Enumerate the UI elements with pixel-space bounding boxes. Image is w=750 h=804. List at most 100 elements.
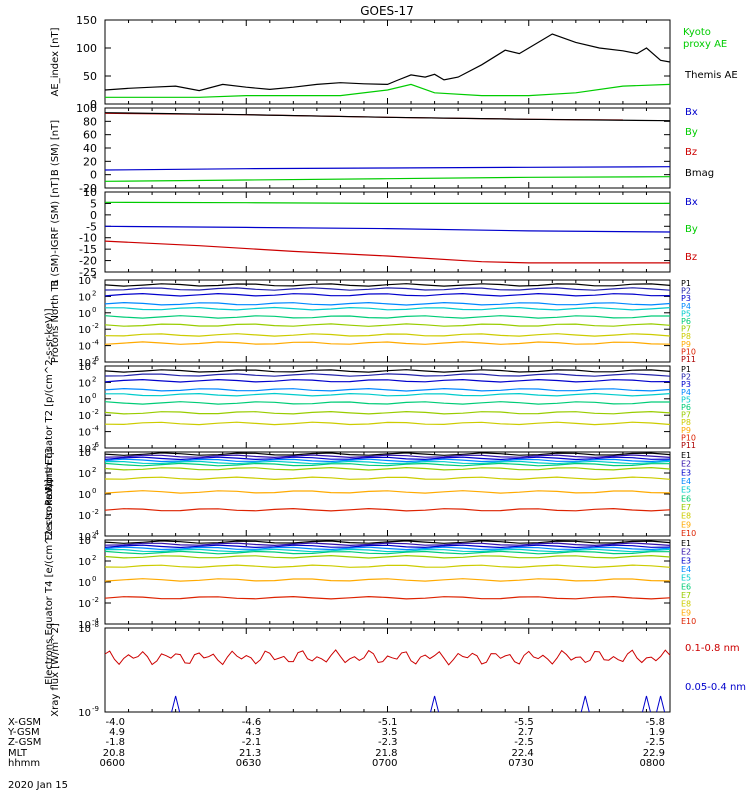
y-tick-exponent: 0 (92, 487, 96, 495)
y-tick-label: 10 (78, 395, 91, 406)
legend-entry: P6 (681, 317, 691, 326)
legend-entry: Bz (685, 252, 697, 263)
y-tick-label: 10 (78, 378, 91, 389)
ephem-value: 0730 (508, 758, 533, 769)
panel-5: Protons Equator T2 [p/(cm^2-s-sr-keV)] 10… (44, 308, 696, 505)
legend-entry: P4 (681, 388, 691, 397)
series-line-bz (104, 240, 670, 264)
legend-entry: P4 (681, 302, 691, 311)
y-tick-exponent: 2 (92, 554, 96, 562)
legend-entry: By (685, 224, 698, 235)
y-tick-exponent: -2 (92, 596, 99, 604)
y-tick-label: 10 (78, 292, 91, 303)
legend-entry: E8 (681, 600, 691, 609)
y-axis-label: AE_index [nT] (50, 27, 61, 96)
panel-frame (104, 627, 671, 713)
ephem-row-label: Y-GSM (7, 727, 40, 738)
y-tick-exponent: 0 (92, 306, 96, 314)
legend-entry: P1 (681, 365, 691, 374)
y-tick-exponent: 2 (92, 289, 96, 297)
ephem-value: 22.4 (511, 748, 533, 759)
y-tick-label: 100 (76, 42, 97, 55)
legend-entry: P5 (681, 309, 691, 318)
y-tick-label: 10 (78, 532, 91, 543)
y-tick-exponent: 4 (92, 273, 97, 281)
legend-entry: P7 (681, 411, 691, 420)
channel-line-E6 (104, 550, 670, 555)
ephem-value: -1.8 (105, 737, 125, 748)
y-tick-label: 10 (78, 325, 91, 336)
channel-line-P6 (104, 315, 670, 319)
legend-entry: P6 (681, 403, 691, 412)
ephem-row-label: hhmm (8, 758, 40, 769)
y-tick-label: 0 (90, 209, 97, 222)
channel-line-P8 (104, 333, 671, 337)
legend-entry: E8 (681, 512, 691, 521)
y-tick-exponent: -4 (92, 529, 100, 537)
channel-line-E10 (104, 507, 671, 512)
legend-entry: E1 (681, 539, 691, 548)
legend-entry: E7 (681, 503, 691, 512)
y-tick-label: 100 (76, 102, 97, 115)
channel-line-P9 (104, 341, 671, 345)
legend-entry: P7 (681, 325, 691, 334)
y-tick-label: 10 (78, 362, 91, 373)
y-tick-label: 80 (83, 115, 97, 128)
ephem-value: -5.5 (514, 717, 534, 728)
y-tick-label: 50 (83, 70, 97, 83)
y-axis-label: Electrons Equator T4 [e/(cm^2-s-sr-keV)] (44, 479, 55, 685)
channel-line-P4 (104, 387, 671, 392)
ephem-value: 0600 (100, 758, 125, 769)
y-axis-label: B (SM)-IGRF (SM) [nT] (50, 177, 61, 286)
y-axis-label: B (SM) [nT] (50, 120, 61, 176)
y-tick-label: 10 (78, 708, 91, 719)
ephem-value: -2.5 (645, 737, 665, 748)
y-tick-exponent: -4 (92, 617, 100, 625)
legend-entry: E9 (681, 608, 691, 617)
legend-entry: Bx (685, 197, 698, 208)
y-tick-exponent: -2 (92, 322, 99, 330)
legend-entry: P11 (681, 355, 696, 364)
y-tick-label: 10 (78, 578, 91, 589)
y-tick-label: 0 (90, 169, 97, 182)
y-tick-exponent: 4 (92, 359, 97, 367)
date-label: 2020 Jan 15 (8, 780, 68, 791)
legend-entry: E5 (681, 486, 691, 495)
legend-entry: Bmag (685, 168, 714, 179)
legend-entry: Bx (685, 107, 698, 118)
y-tick-exponent: 0 (92, 392, 96, 400)
y-tick-label: 10 (78, 448, 91, 459)
y-tick-label: 10 (78, 620, 91, 631)
channel-line-E2 (104, 542, 671, 547)
legend-entry: P8 (681, 418, 691, 427)
y-tick-label: 10 (78, 624, 91, 635)
ephem-value: 22.9 (643, 748, 665, 759)
channel-line-E10 (104, 595, 671, 600)
channel-line-E5 (105, 548, 671, 553)
ephem-row-label: Z-GSM (8, 737, 41, 748)
xray-long-series (104, 649, 671, 666)
y-axis-label: Electrons North T3 (44, 447, 55, 540)
legend-entry: P8 (681, 332, 691, 341)
panel-frame (104, 539, 671, 625)
y-tick-exponent: 2 (92, 466, 96, 474)
channel-line-P6 (104, 401, 670, 405)
ephem-row-label: X-GSM (8, 717, 41, 728)
series-line-bmag (104, 112, 671, 122)
channel-line-P1 (104, 369, 671, 373)
channel-line-E1 (104, 452, 671, 456)
y-tick-label: -10 (79, 232, 97, 245)
ephem-value: 20.8 (103, 748, 125, 759)
channel-line-P4 (104, 301, 671, 306)
channel-line-P2 (104, 373, 671, 377)
legend-entry: 0.1-0.8 nm (685, 643, 740, 654)
ephem-value: 0800 (640, 758, 665, 769)
ephem-value: 3.5 (382, 727, 398, 738)
y-tick-exponent: 2 (92, 375, 96, 383)
ephem-value: 1.9 (649, 727, 665, 738)
channel-line-P1 (104, 283, 671, 287)
y-tick-exponent: -6 (92, 355, 100, 363)
